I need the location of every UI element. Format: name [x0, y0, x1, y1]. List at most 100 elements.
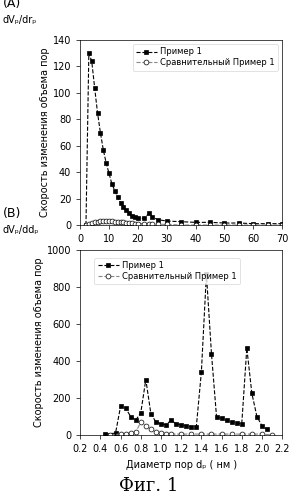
Пример 1 — [116, 194, 119, 200]
Сравнительный Пример 1 — [104, 218, 108, 224]
Пример 1 — [119, 200, 122, 205]
Пример 1 — [129, 414, 132, 420]
Пример 1 — [165, 218, 168, 224]
Пример 1 — [136, 216, 140, 222]
Сравнительный Пример 1 — [194, 222, 198, 228]
Сравнительный Пример 1 — [109, 432, 112, 438]
Пример 1 — [104, 160, 108, 166]
Пример 1 — [179, 218, 183, 224]
Сравнительный Пример 1 — [102, 218, 105, 224]
Пример 1 — [96, 110, 99, 116]
Сравнительный Пример 1 — [134, 429, 138, 435]
Пример 1 — [164, 422, 168, 428]
Сравнительный Пример 1 — [133, 220, 137, 226]
Сравнительный Пример 1 — [127, 220, 131, 226]
Пример 1 — [90, 58, 94, 64]
Пример 1 — [245, 345, 249, 351]
Сравнительный Пример 1 — [266, 222, 269, 228]
Пример 1 — [237, 220, 241, 226]
Сравнительный Пример 1 — [280, 222, 284, 228]
Пример 1 — [144, 376, 148, 382]
Сравнительный Пример 1 — [154, 429, 158, 435]
Пример 1 — [114, 430, 117, 436]
Пример 1 — [179, 422, 183, 428]
Пример 1 — [205, 271, 208, 277]
Пример 1 — [252, 220, 255, 226]
Сравнительный Пример 1 — [260, 431, 264, 437]
Пример 1 — [122, 204, 125, 210]
Сравнительный Пример 1 — [113, 218, 117, 224]
Сравнительный Пример 1 — [142, 220, 146, 226]
Пример 1 — [220, 416, 223, 422]
Пример 1 — [280, 220, 284, 226]
Сравнительный Пример 1 — [200, 431, 203, 437]
Пример 1 — [225, 417, 228, 423]
Пример 1 — [184, 423, 188, 429]
Сравнительный Пример 1 — [96, 218, 99, 224]
Пример 1 — [195, 424, 198, 430]
Сравнительный Пример 1 — [151, 222, 154, 228]
Text: (A): (A) — [3, 0, 21, 10]
Сравнительный Пример 1 — [93, 220, 97, 226]
Пример 1 — [110, 181, 114, 187]
Пример 1 — [104, 431, 107, 437]
Сравнительный Пример 1 — [129, 430, 132, 436]
Пример 1 — [159, 421, 163, 427]
Пример 1 — [169, 417, 173, 423]
Пример 1 — [174, 421, 178, 427]
Пример 1 — [194, 220, 198, 226]
Сравнительный Пример 1 — [136, 220, 140, 226]
Legend: Пример 1, Сравнительный Пример 1: Пример 1, Сравнительный Пример 1 — [94, 258, 240, 284]
Пример 1 — [149, 410, 153, 416]
X-axis label: Диаметр пор 2rₚ ( нм ): Диаметр пор 2rₚ ( нм ) — [124, 250, 239, 260]
Сравнительный Пример 1 — [159, 430, 163, 436]
Сравнительный Пример 1 — [130, 220, 134, 226]
Сравнительный Пример 1 — [107, 218, 111, 224]
Line: Сравнительный Пример 1: Сравнительный Пример 1 — [108, 420, 274, 438]
Пример 1 — [151, 214, 154, 220]
Сравнительный Пример 1 — [119, 220, 122, 226]
Line: Пример 1: Пример 1 — [103, 272, 269, 436]
Text: dVₚ/drₚ: dVₚ/drₚ — [3, 15, 37, 25]
Пример 1 — [154, 419, 158, 425]
Сравнительный Пример 1 — [110, 218, 114, 224]
Сравнительный Пример 1 — [230, 431, 233, 437]
Пример 1 — [255, 414, 259, 420]
Пример 1 — [200, 369, 203, 375]
Сравнительный Пример 1 — [169, 431, 173, 437]
Пример 1 — [127, 210, 131, 216]
Сравнительный Пример 1 — [179, 222, 183, 228]
Сравнительный Пример 1 — [252, 222, 255, 228]
Сравнительный Пример 1 — [210, 431, 213, 437]
Пример 1 — [265, 426, 269, 432]
Legend: Пример 1, Сравнительный Пример 1: Пример 1, Сравнительный Пример 1 — [132, 44, 278, 70]
X-axis label: Диаметр пор dₚ ( нм ): Диаметр пор dₚ ( нм ) — [126, 460, 237, 469]
Пример 1 — [260, 423, 264, 429]
Сравнительный Пример 1 — [156, 222, 160, 228]
Пример 1 — [107, 170, 111, 176]
Сравнительный Пример 1 — [99, 218, 102, 224]
Пример 1 — [119, 404, 122, 409]
Сравнительный Пример 1 — [90, 220, 94, 226]
Сравнительный Пример 1 — [179, 431, 183, 437]
Пример 1 — [93, 84, 97, 90]
Сравнительный Пример 1 — [237, 222, 241, 228]
Y-axis label: Скорость изменения объема пор: Скорость изменения объема пор — [40, 48, 50, 217]
Line: Сравнительный Пример 1: Сравнительный Пример 1 — [83, 218, 285, 228]
Пример 1 — [230, 419, 233, 425]
Сравнительный Пример 1 — [240, 431, 244, 437]
Сравнительный Пример 1 — [122, 220, 125, 226]
Пример 1 — [266, 220, 269, 226]
Сравнительный Пример 1 — [250, 431, 254, 437]
Text: dVₚ/ddₚ: dVₚ/ddₚ — [3, 225, 40, 235]
Сравнительный Пример 1 — [144, 423, 148, 429]
Пример 1 — [124, 208, 128, 214]
Сравнительный Пример 1 — [208, 222, 212, 228]
Пример 1 — [223, 220, 226, 226]
Пример 1 — [124, 405, 127, 411]
Сравнительный Пример 1 — [84, 222, 88, 228]
Пример 1 — [134, 417, 138, 423]
Пример 1 — [235, 420, 238, 426]
Сравнительный Пример 1 — [139, 419, 143, 425]
Пример 1 — [215, 414, 218, 420]
